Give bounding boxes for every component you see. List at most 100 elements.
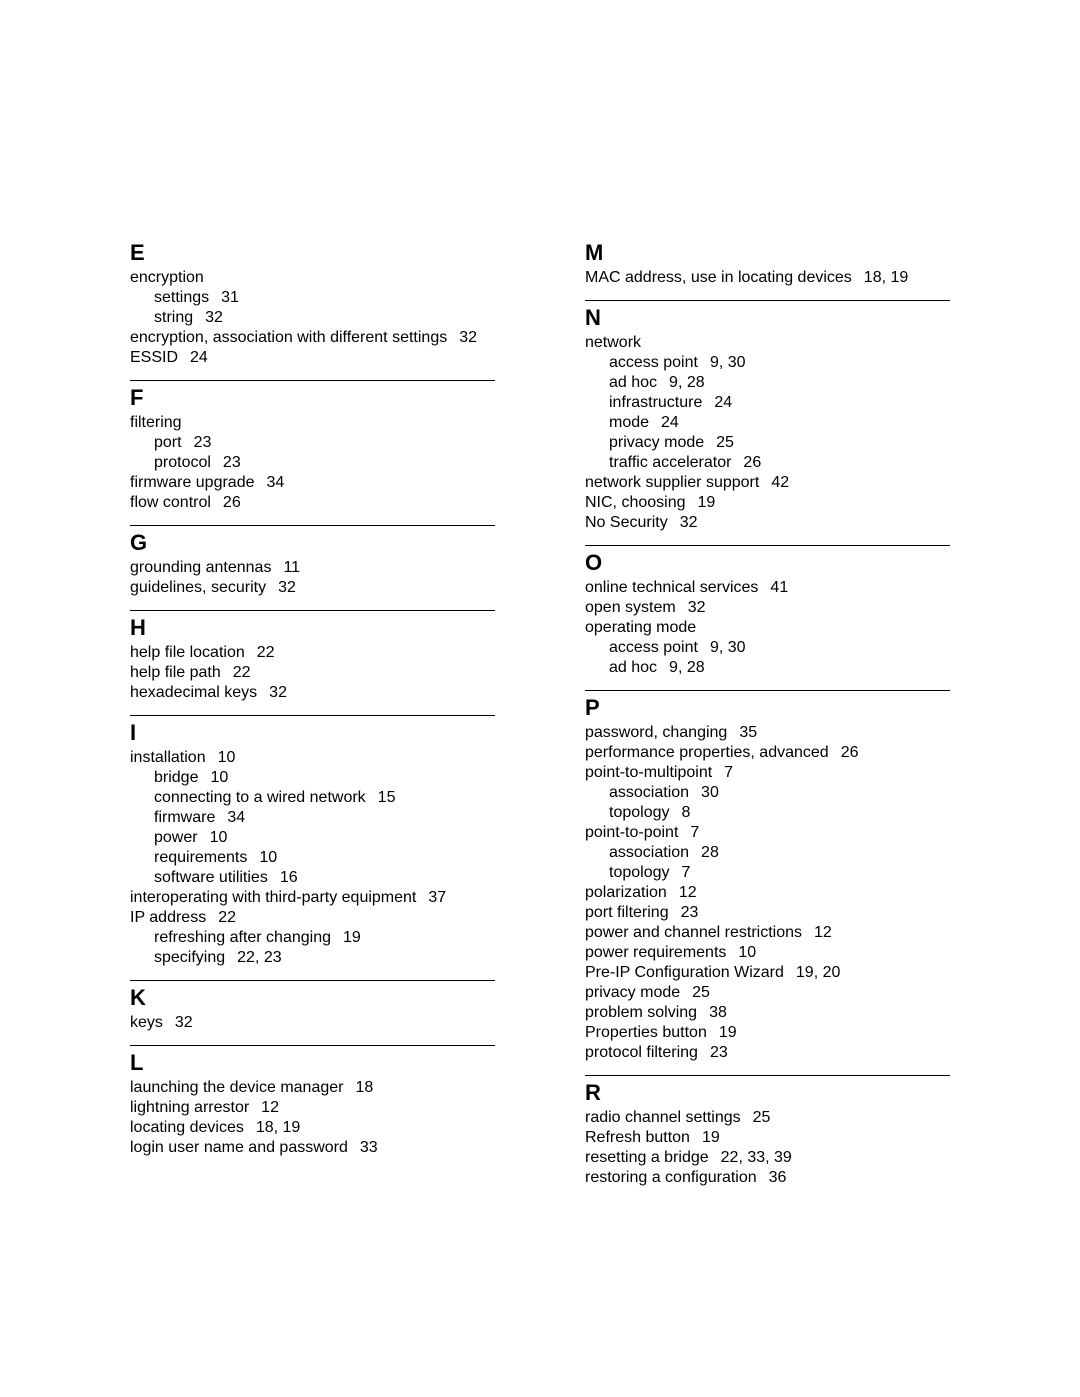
index-left-column: Eencryptionsettings31string32encryption,…	[130, 240, 495, 1188]
index-entry: network supplier support42	[585, 473, 950, 493]
index-pages: 30	[701, 784, 719, 801]
index-term: resetting a bridge	[585, 1149, 709, 1166]
index-entry: traffic accelerator26	[585, 453, 950, 473]
index-term: IP address	[130, 909, 206, 926]
index-term: MAC address, use in locating devices	[585, 269, 852, 286]
section-divider	[130, 980, 495, 981]
index-pages: 22	[233, 664, 251, 681]
index-entry: topology8	[585, 803, 950, 823]
section-letter: O	[585, 550, 950, 576]
index-term: Pre-IP Configuration Wizard	[585, 964, 784, 981]
index-term: locating devices	[130, 1119, 244, 1136]
index-section: Nnetworkaccess point9, 30ad hoc9, 28infr…	[585, 300, 950, 533]
index-pages: 19, 20	[796, 964, 840, 981]
index-entry: polarization12	[585, 883, 950, 903]
index-entry: MAC address, use in locating devices 18, …	[585, 268, 950, 288]
index-entry: settings31	[130, 288, 495, 308]
index-term: privacy mode	[585, 984, 680, 1001]
index-entry: refreshing after changing19	[130, 928, 495, 948]
index-term: password, changing	[585, 724, 727, 741]
index-term: privacy mode	[609, 434, 704, 451]
index-term: operating mode	[585, 619, 696, 636]
index-entry: point-to-point 7	[585, 823, 950, 843]
section-divider	[130, 1045, 495, 1046]
index-term: launching the device manager	[130, 1079, 343, 1096]
index-entry: keys32	[130, 1013, 495, 1033]
index-entry: network	[585, 333, 950, 353]
index-entry: IP address22	[130, 908, 495, 928]
section-letter: H	[130, 615, 495, 641]
index-section: Rradio channel settings25Refresh button1…	[585, 1075, 950, 1188]
index-pages: 31	[221, 289, 239, 306]
index-pages: 23	[194, 434, 212, 451]
index-pages: 10	[738, 944, 756, 961]
section-letter: P	[585, 695, 950, 721]
index-pages: 7	[724, 764, 733, 781]
index-term: ad hoc	[609, 659, 657, 676]
index-section: Eencryptionsettings31string32encryption,…	[130, 240, 495, 368]
index-entry: port 23	[130, 433, 495, 453]
index-term: network	[585, 334, 641, 351]
index-pages: 22, 23	[237, 949, 281, 966]
index-entry: topology7	[585, 863, 950, 883]
index-term: power	[154, 829, 198, 846]
index-entry: open system32	[585, 598, 950, 618]
index-entry: lightning arrestor12	[130, 1098, 495, 1118]
section-letter: G	[130, 530, 495, 556]
index-entry: help file path 22	[130, 663, 495, 683]
index-term: access point	[609, 639, 698, 656]
index-term: help file path	[130, 664, 221, 681]
index-term: port	[154, 434, 182, 451]
index-term: guidelines, security	[130, 579, 266, 596]
index-pages: 19	[698, 494, 716, 511]
index-entry: Refresh button19	[585, 1128, 950, 1148]
index-entry: access point9, 30	[585, 353, 950, 373]
index-pages: 7	[690, 824, 699, 841]
section-letter: N	[585, 305, 950, 331]
index-entry: specifying22, 23	[130, 948, 495, 968]
index-entry: NIC, choosing 19	[585, 493, 950, 513]
index-entry: No Security32	[585, 513, 950, 533]
index-entry: connecting to a wired network15	[130, 788, 495, 808]
index-term: encryption	[130, 269, 204, 286]
index-term: ad hoc	[609, 374, 657, 391]
index-entry: password, changing 35	[585, 723, 950, 743]
index-section: Ffilteringport23protocol23firmware upgra…	[130, 380, 495, 513]
index-entry: encryption	[130, 268, 495, 288]
index-term: firmware	[154, 809, 215, 826]
index-pages: 34	[227, 809, 245, 826]
index-pages: 32	[278, 579, 296, 596]
index-term: point-to-point	[585, 824, 678, 841]
index-term: Refresh button	[585, 1129, 690, 1146]
index-pages: 26	[223, 494, 241, 511]
index-right-column: MMAC address, use in locating devices18,…	[585, 240, 950, 1188]
index-entry: radio channel settings25	[585, 1108, 950, 1128]
index-term: association	[609, 844, 689, 861]
section-divider	[585, 545, 950, 546]
index-term: ESSID	[130, 349, 178, 366]
index-term: login user name and password	[130, 1139, 348, 1156]
index-entry: hexadecimal keys32	[130, 683, 495, 703]
index-term: mode	[609, 414, 649, 431]
index-entry: online technical services41	[585, 578, 950, 598]
index-pages: 32	[205, 309, 223, 326]
index-page: Eencryptionsettings31string32encryption,…	[0, 0, 1080, 1288]
index-entry: encryption, association with different s…	[130, 328, 495, 348]
index-pages: 10	[259, 849, 277, 866]
index-entry: help file location22	[130, 643, 495, 663]
section-divider	[585, 300, 950, 301]
index-section: Llaunching the device manager18lightning…	[130, 1045, 495, 1158]
section-divider	[130, 715, 495, 716]
index-pages: 35	[739, 724, 757, 741]
index-section: Oonline technical services41open system3…	[585, 545, 950, 678]
section-letter: E	[130, 240, 495, 266]
index-term: NIC, choosing	[585, 494, 686, 511]
index-pages: 18, 19	[864, 269, 908, 286]
section-letter: F	[130, 385, 495, 411]
index-term: protocol	[154, 454, 211, 471]
index-pages: 25	[753, 1109, 771, 1126]
index-pages: 26	[841, 744, 859, 761]
section-divider	[585, 690, 950, 691]
index-pages: 38	[709, 1004, 727, 1021]
index-entry: association28	[585, 843, 950, 863]
